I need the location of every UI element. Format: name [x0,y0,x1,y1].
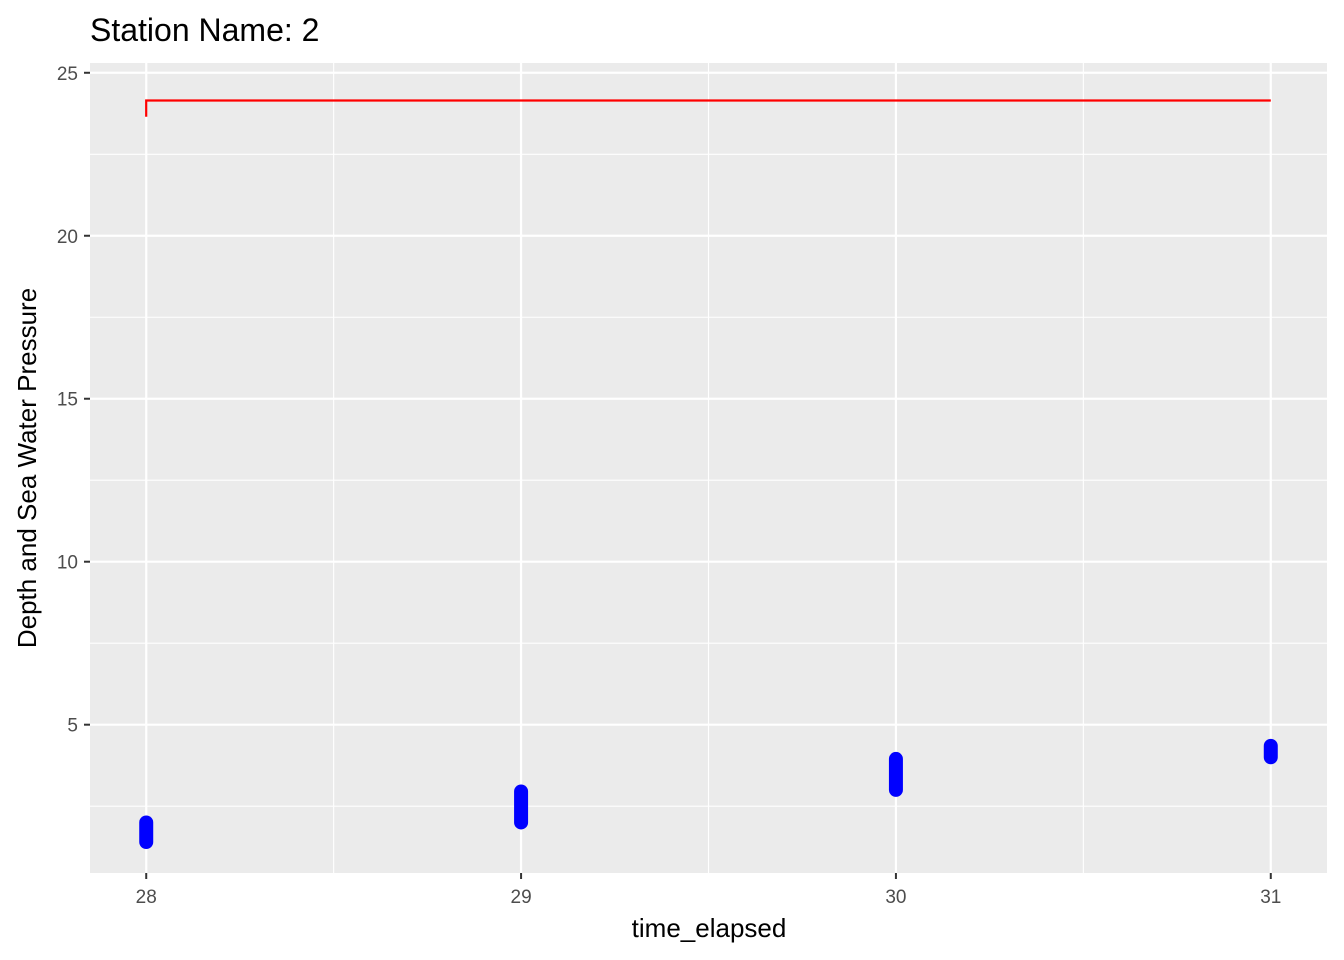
series-line-0 [145,99,1271,117]
major-gridlines [90,63,1327,873]
y-tick-label: 20 [57,227,78,248]
minor-gridlines [90,63,1327,873]
y-tick-label: 10 [57,553,78,574]
y-tick-label: 25 [57,64,78,85]
x-tick-label: 28 [136,887,157,908]
data-marks [139,99,1278,850]
x-tick-label: 30 [885,887,906,908]
x-axis-title: time_elapsed [632,913,787,943]
x-tick-label: 29 [511,887,532,908]
x-tick-label: 31 [1260,887,1281,908]
x-axis: 28 29 30 31 [136,873,1281,908]
chart-title: Station Name: 2 [90,12,319,48]
y-tick-label: 5 [67,716,78,737]
y-tick-label: 15 [57,390,78,411]
y-axis-title: Depth and Sea Water Pressure [12,288,42,648]
y-axis: 5 10 15 20 25 [57,64,90,737]
